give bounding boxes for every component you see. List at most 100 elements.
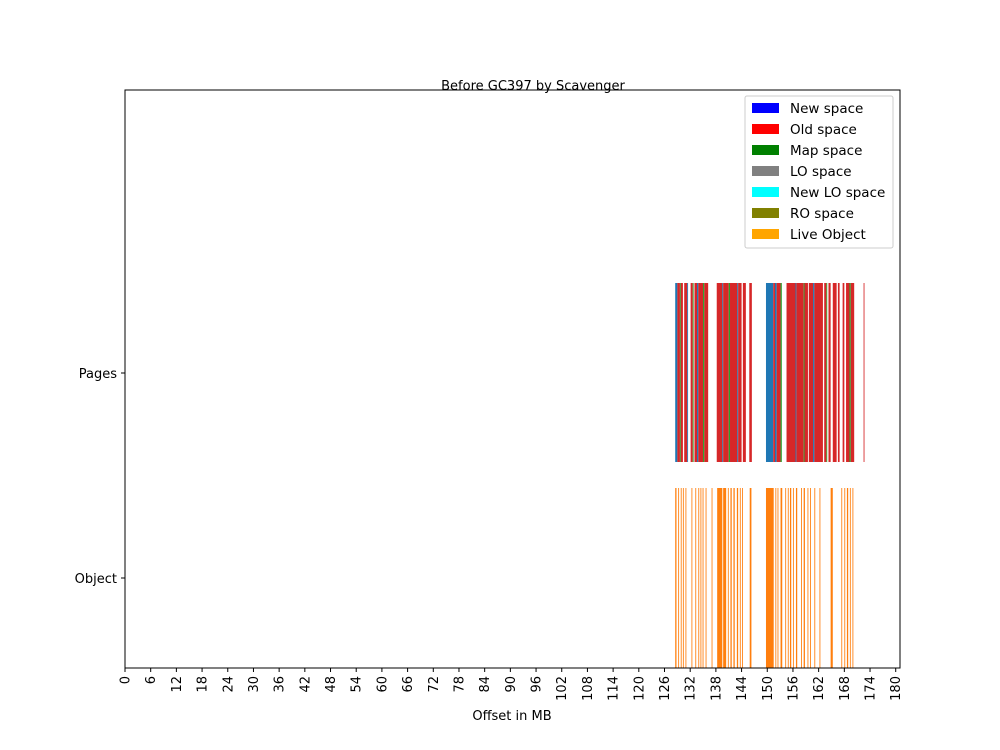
page-bar: [698, 283, 704, 462]
legend-swatch: [752, 145, 779, 155]
legend-swatch: [752, 229, 779, 239]
page-bar: [776, 283, 781, 462]
x-tick-label: 66: [401, 676, 416, 693]
x-tick-label: 168: [838, 676, 853, 701]
live-object-bar: [765, 488, 774, 668]
legend-label: RO space: [790, 206, 854, 222]
x-axis: 0 6 12 18 24 30 36 42 48 54 60 66 72 78 84 90 96 102 108 11…: [119, 668, 904, 701]
x-tick-label: 84: [478, 676, 493, 693]
page-bar: [796, 283, 804, 462]
live-object-bar: [787, 488, 789, 668]
page-bar: [687, 283, 689, 462]
page-bar: [675, 283, 678, 462]
legend-label: New LO space: [790, 185, 885, 201]
live-object-bar: [801, 488, 802, 668]
live-object-bar: [775, 488, 777, 668]
x-tick-label: 6: [144, 676, 159, 684]
live-object-bar: [695, 488, 697, 668]
page-bar: [730, 283, 738, 462]
x-tick-label: 90: [504, 676, 519, 693]
live-object-bar: [730, 488, 732, 668]
page-bar: [786, 283, 796, 462]
x-tick-label: 102: [555, 676, 570, 701]
page-bar: [795, 283, 797, 462]
live-object-bar: [723, 488, 727, 668]
live-object-bar: [852, 488, 854, 668]
x-tick-label: 42: [298, 676, 313, 693]
x-tick-label: 72: [427, 676, 442, 693]
live-object-bar: [841, 488, 843, 668]
x-tick-label: 96: [530, 676, 545, 693]
x-tick-label: 30: [247, 676, 262, 693]
live-object-bar: [678, 488, 680, 668]
page-bar: [846, 283, 850, 462]
legend-label: Live Object: [790, 227, 866, 243]
live-object-bar: [846, 488, 849, 668]
page-bar: [824, 283, 827, 462]
x-tick-label: 138: [709, 676, 724, 701]
legend-swatch: [752, 124, 779, 134]
page-bar: [828, 283, 831, 462]
x-tick-label: 78: [452, 676, 467, 693]
x-tick-label: 24: [221, 676, 236, 693]
legend-swatch: [752, 166, 779, 176]
live-object-bar: [777, 488, 779, 668]
page-bar: [680, 283, 683, 462]
x-tick-label: 114: [607, 676, 622, 701]
page-bar: [780, 283, 782, 462]
live-object-bar: [789, 488, 792, 668]
page-bar: [849, 283, 851, 462]
page-bar: [697, 283, 699, 462]
legend-label: Old space: [790, 122, 857, 138]
x-axis-label: Offset in MB: [472, 709, 551, 724]
live-object-bar: [819, 488, 821, 668]
legend: New space Old space Map space LO space New L…: [744, 95, 894, 249]
legend-swatch: [752, 208, 779, 218]
plot-area: [675, 283, 865, 668]
y-tick-label: Object: [75, 572, 117, 587]
series-object: [675, 488, 854, 668]
page-bar: [826, 283, 828, 462]
live-object-bar: [705, 488, 707, 668]
page-bar: [814, 283, 823, 462]
live-object-bar: [742, 488, 743, 668]
x-tick-label: 156: [786, 676, 801, 701]
legend-swatch: [752, 187, 779, 197]
live-object-bar: [749, 488, 752, 668]
page-bar: [804, 283, 808, 462]
live-object-bar: [700, 488, 702, 668]
page-bar: [679, 283, 681, 462]
page-bar: [837, 283, 840, 462]
x-tick-label: 144: [735, 676, 750, 701]
x-tick-label: 48: [324, 676, 339, 693]
live-object-bar: [780, 488, 783, 668]
live-object-bar: [682, 488, 684, 668]
series-pages: [675, 283, 865, 462]
x-tick-label: 120: [632, 676, 647, 701]
live-object-bar: [739, 488, 741, 668]
x-tick-label: 150: [761, 676, 776, 701]
x-tick-label: 54: [350, 676, 365, 693]
plot-frame: [124, 89, 901, 669]
legend-swatch: [752, 103, 779, 113]
x-tick-label: 132: [684, 676, 699, 701]
page-bar: [850, 283, 855, 462]
page-bar: [703, 283, 705, 462]
live-object-bar: [691, 488, 693, 668]
page-bar: [765, 283, 774, 462]
x-tick-label: 18: [196, 676, 211, 693]
page-bar: [690, 283, 693, 462]
x-tick-label: 126: [658, 676, 673, 701]
live-object-bar: [736, 488, 739, 668]
page-bar: [684, 283, 688, 462]
page-bar: [813, 283, 815, 462]
page-bar: [677, 283, 680, 462]
live-object-bar: [830, 488, 833, 668]
live-object-bar: [727, 488, 729, 668]
page-bar: [738, 283, 742, 462]
live-object-bar: [807, 488, 809, 668]
page-bar: [692, 283, 694, 462]
live-object-bar: [702, 488, 704, 668]
live-object-bar: [792, 488, 794, 668]
